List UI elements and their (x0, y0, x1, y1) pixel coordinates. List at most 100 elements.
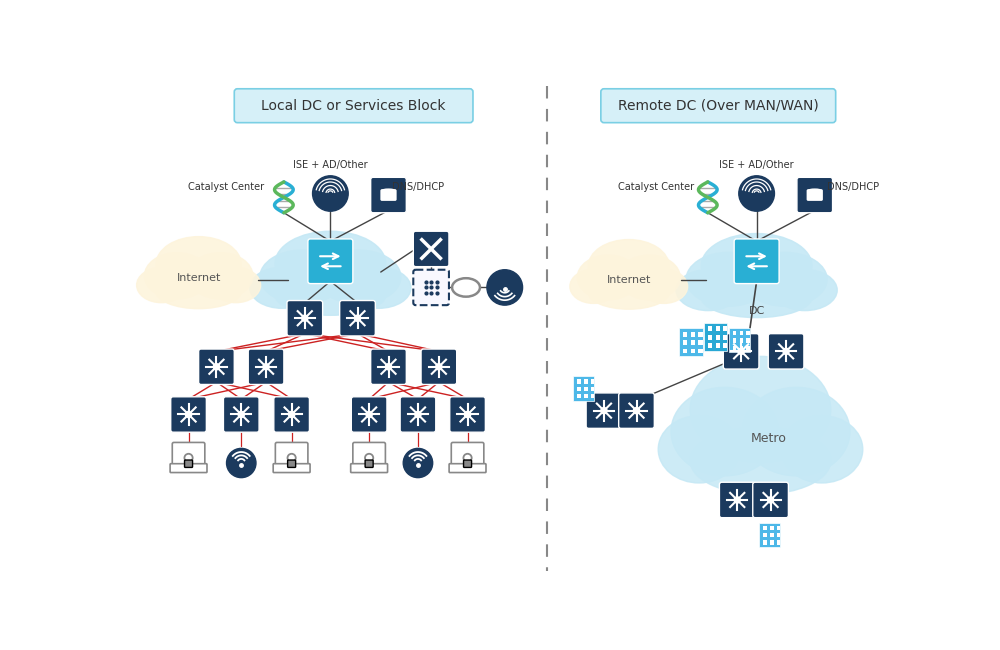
Ellipse shape (641, 270, 688, 304)
FancyBboxPatch shape (308, 239, 353, 283)
Circle shape (366, 411, 372, 417)
Circle shape (734, 497, 740, 503)
FancyBboxPatch shape (287, 300, 323, 336)
Text: DNS/DHCP: DNS/DHCP (392, 183, 444, 192)
FancyBboxPatch shape (746, 346, 750, 350)
FancyBboxPatch shape (723, 333, 759, 369)
FancyBboxPatch shape (763, 526, 767, 530)
Circle shape (227, 448, 256, 478)
FancyBboxPatch shape (729, 328, 750, 352)
Ellipse shape (743, 252, 827, 306)
FancyBboxPatch shape (584, 394, 588, 398)
FancyBboxPatch shape (753, 482, 788, 517)
Circle shape (436, 363, 442, 370)
Circle shape (767, 497, 774, 503)
FancyBboxPatch shape (351, 463, 388, 473)
FancyBboxPatch shape (591, 380, 594, 383)
FancyBboxPatch shape (450, 396, 485, 432)
Ellipse shape (658, 416, 740, 483)
FancyBboxPatch shape (449, 463, 486, 473)
Ellipse shape (211, 268, 261, 303)
FancyBboxPatch shape (400, 396, 436, 432)
Ellipse shape (690, 356, 831, 463)
Ellipse shape (676, 270, 741, 311)
Circle shape (464, 411, 471, 417)
FancyBboxPatch shape (371, 349, 406, 384)
FancyBboxPatch shape (601, 89, 836, 123)
FancyBboxPatch shape (351, 396, 387, 432)
FancyBboxPatch shape (683, 348, 687, 354)
FancyBboxPatch shape (223, 396, 259, 432)
FancyBboxPatch shape (716, 343, 720, 348)
Text: DNS/DHCP: DNS/DHCP (827, 183, 880, 192)
Ellipse shape (316, 250, 401, 304)
FancyBboxPatch shape (733, 346, 736, 350)
FancyBboxPatch shape (577, 394, 581, 398)
FancyBboxPatch shape (777, 540, 780, 545)
FancyBboxPatch shape (340, 300, 375, 336)
FancyBboxPatch shape (691, 332, 695, 337)
FancyBboxPatch shape (708, 326, 712, 332)
FancyBboxPatch shape (763, 533, 767, 538)
Circle shape (487, 270, 523, 305)
Ellipse shape (618, 255, 680, 300)
Ellipse shape (156, 274, 241, 309)
FancyBboxPatch shape (777, 526, 780, 530)
FancyBboxPatch shape (380, 189, 397, 201)
FancyBboxPatch shape (698, 332, 703, 337)
Ellipse shape (275, 231, 386, 296)
FancyBboxPatch shape (451, 443, 484, 466)
FancyBboxPatch shape (577, 387, 581, 391)
FancyBboxPatch shape (584, 387, 588, 391)
FancyBboxPatch shape (573, 376, 594, 401)
FancyBboxPatch shape (770, 540, 774, 545)
Ellipse shape (275, 274, 386, 315)
Ellipse shape (781, 416, 863, 483)
Text: Internet: Internet (607, 275, 651, 285)
FancyBboxPatch shape (172, 443, 205, 466)
FancyBboxPatch shape (733, 338, 736, 343)
Circle shape (302, 315, 308, 321)
FancyBboxPatch shape (683, 340, 687, 345)
FancyBboxPatch shape (199, 349, 234, 384)
FancyBboxPatch shape (723, 326, 727, 332)
FancyBboxPatch shape (288, 460, 296, 467)
FancyBboxPatch shape (746, 338, 750, 343)
FancyBboxPatch shape (740, 338, 743, 343)
Ellipse shape (382, 189, 395, 192)
FancyBboxPatch shape (591, 394, 594, 398)
FancyBboxPatch shape (719, 482, 755, 517)
Ellipse shape (701, 277, 812, 318)
FancyBboxPatch shape (723, 335, 727, 340)
FancyBboxPatch shape (770, 533, 774, 538)
Ellipse shape (346, 267, 411, 308)
Circle shape (739, 176, 774, 211)
FancyBboxPatch shape (716, 335, 720, 340)
FancyBboxPatch shape (683, 332, 687, 337)
FancyBboxPatch shape (185, 460, 193, 467)
FancyBboxPatch shape (679, 328, 703, 356)
FancyBboxPatch shape (586, 393, 622, 428)
FancyBboxPatch shape (716, 326, 720, 332)
Ellipse shape (570, 270, 617, 304)
Circle shape (313, 176, 348, 211)
Text: ISE + AD/Other: ISE + AD/Other (293, 160, 368, 170)
Circle shape (738, 348, 744, 354)
Text: Internet: Internet (176, 273, 221, 283)
Circle shape (385, 363, 392, 370)
FancyBboxPatch shape (274, 396, 309, 432)
Circle shape (783, 348, 789, 354)
FancyBboxPatch shape (248, 349, 284, 384)
Ellipse shape (588, 240, 669, 293)
Text: Local DC or Services Block: Local DC or Services Block (261, 99, 446, 112)
Circle shape (185, 411, 192, 417)
FancyBboxPatch shape (273, 463, 310, 473)
Ellipse shape (690, 427, 831, 495)
Ellipse shape (743, 387, 850, 476)
FancyBboxPatch shape (413, 231, 449, 266)
FancyBboxPatch shape (584, 380, 588, 383)
Text: Metro: Metro (750, 432, 786, 445)
FancyBboxPatch shape (421, 349, 457, 384)
FancyBboxPatch shape (777, 533, 780, 538)
FancyBboxPatch shape (691, 348, 695, 354)
